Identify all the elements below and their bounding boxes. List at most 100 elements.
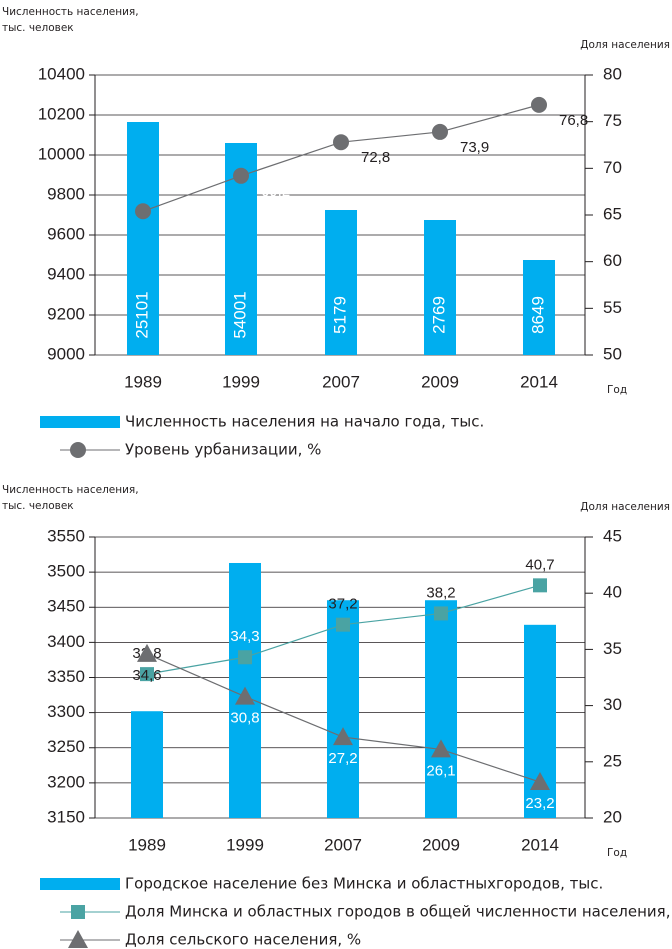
- y2-tick-label: 60: [603, 251, 622, 270]
- y2-axis-title: Доля населения: [580, 39, 670, 51]
- legend-label: Численность населения на начало года, ты…: [125, 413, 484, 431]
- y2-tick-label: 45: [603, 526, 622, 545]
- bar: [425, 600, 457, 818]
- value-label: 34,3: [230, 628, 259, 645]
- bar-label: 2769: [429, 296, 448, 334]
- point: [530, 772, 550, 791]
- y-axis-title: Численность населения,: [2, 6, 139, 18]
- value-label: 27,2: [328, 750, 357, 767]
- y2-tick-label: 70: [603, 158, 622, 177]
- legend-label: Городское население без Минска и областн…: [125, 875, 603, 893]
- y-tick-label: 3550: [47, 526, 85, 545]
- legend-marker: [71, 905, 85, 919]
- point: [140, 667, 154, 682]
- x-tick-label: 1999: [226, 835, 264, 854]
- point: [333, 134, 349, 151]
- y-tick-label: 3350: [47, 667, 85, 686]
- y2-tick-label: 75: [603, 111, 622, 130]
- y-tick-label: 9400: [47, 264, 85, 283]
- value-label: 65,4: [163, 218, 192, 235]
- point: [432, 123, 448, 140]
- y2-tick-label: 50: [603, 344, 622, 363]
- value-label: 26,1: [426, 762, 455, 779]
- point: [137, 643, 157, 662]
- value-label: 30,8: [230, 710, 259, 727]
- bar-label: 54001: [230, 291, 249, 338]
- x-tick-label: 2014: [520, 372, 558, 391]
- point: [531, 96, 547, 113]
- y-tick-label: 3150: [47, 807, 85, 826]
- y-tick-label: 3300: [47, 702, 85, 721]
- y-tick-label: 10200: [38, 104, 85, 123]
- bar: [424, 220, 456, 355]
- y2-tick-label: 20: [603, 807, 622, 826]
- bar-label: 5179: [330, 296, 349, 334]
- y-axis-title: тыс. человек: [2, 22, 74, 34]
- legend-swatch: [40, 878, 120, 890]
- bar: [325, 210, 357, 355]
- y2-tick-label: 30: [603, 695, 622, 714]
- point: [135, 203, 151, 220]
- y-tick-label: 9600: [47, 224, 85, 243]
- x-axis-title: Год: [607, 847, 627, 859]
- bar: [327, 600, 359, 818]
- y2-tick-label: 35: [603, 639, 622, 658]
- x-tick-label: 1989: [128, 835, 166, 854]
- bar: [523, 260, 555, 355]
- y-tick-label: 10000: [38, 144, 85, 163]
- legend-label: Доля Минска и областных городов в общей …: [125, 903, 672, 921]
- x-tick-label: 1989: [124, 372, 162, 391]
- x-tick-label: 2007: [322, 372, 360, 391]
- y-tick-label: 3200: [47, 772, 85, 791]
- y2-axis-title: Доля населения: [580, 501, 670, 513]
- y2-tick-label: 40: [603, 583, 622, 602]
- value-label: 76,8: [559, 112, 588, 129]
- y-tick-label: 10400: [38, 64, 85, 83]
- y-axis-title: Численность населения,: [2, 484, 139, 496]
- value-label: 40,7: [525, 556, 554, 573]
- value-label: 73,9: [460, 139, 489, 156]
- point: [333, 727, 353, 746]
- y-tick-label: 3450: [47, 597, 85, 616]
- x-tick-label: 1999: [222, 372, 260, 391]
- y2-tick-label: 65: [603, 204, 622, 223]
- bar-label: 8649: [528, 296, 547, 334]
- point: [233, 167, 249, 184]
- x-tick-label: 2009: [422, 835, 460, 854]
- point: [235, 686, 255, 705]
- legend-label: Доля сельского населения, %: [125, 931, 361, 949]
- value-label: 38,2: [426, 584, 455, 601]
- y2-tick-label: 55: [603, 298, 622, 317]
- x-axis-title: Год: [607, 384, 627, 396]
- y2-tick-label: 25: [603, 751, 622, 770]
- point: [431, 739, 451, 758]
- y-tick-label: 3400: [47, 632, 85, 651]
- y-tick-label: 3250: [47, 737, 85, 756]
- y-tick-label: 3500: [47, 562, 85, 581]
- y-tick-label: 9200: [47, 304, 85, 323]
- point: [336, 617, 350, 632]
- y2-tick-label: 80: [603, 64, 622, 83]
- legend-swatch: [40, 416, 120, 428]
- point: [533, 578, 547, 593]
- legend-marker: [68, 930, 88, 948]
- bar: [131, 711, 163, 818]
- value-label: 34,6: [132, 667, 161, 684]
- legend-marker: [70, 442, 86, 458]
- legend-label: Уровень урбанизации, %: [125, 441, 321, 459]
- x-tick-label: 2009: [421, 372, 459, 391]
- value-label: 72,8: [361, 149, 390, 166]
- x-tick-label: 2007: [324, 835, 362, 854]
- bar-label: 25101: [132, 291, 151, 338]
- y-tick-label: 9800: [47, 184, 85, 203]
- y-axis-title: тыс. человек: [2, 500, 74, 512]
- point: [238, 650, 252, 665]
- value-label: 23,2: [525, 795, 554, 812]
- value-label: 37,2: [328, 596, 357, 613]
- y-tick-label: 9000: [47, 344, 85, 363]
- x-tick-label: 2014: [521, 835, 559, 854]
- point: [434, 606, 448, 621]
- value-label: 69,2: [261, 183, 290, 200]
- bar: [127, 122, 159, 355]
